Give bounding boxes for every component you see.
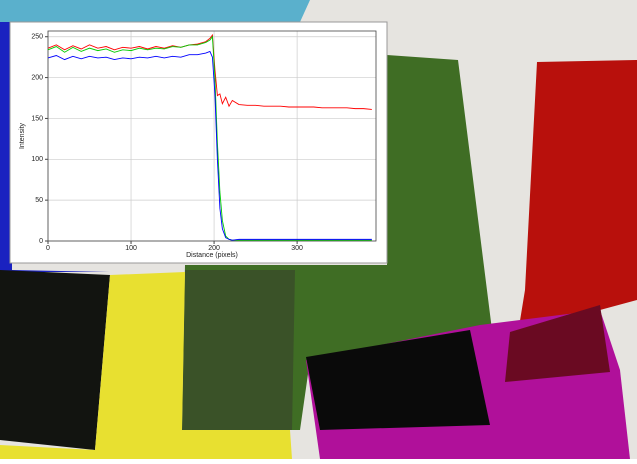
y-tick-label: 250 xyxy=(31,34,43,41)
page: Distance (pixels) Intensity 0 50 100 150 200… xyxy=(0,0,637,459)
y-tick-label: 200 xyxy=(31,74,43,81)
x-axis-label: Distance (pixels) xyxy=(186,252,238,259)
x-tick-label: 300 xyxy=(291,245,303,252)
black-sheet xyxy=(0,270,110,450)
blue-sheet xyxy=(0,0,310,22)
x-tick-label: 0 xyxy=(46,245,50,252)
y-tick-label: 150 xyxy=(31,115,43,122)
green-overlap xyxy=(182,270,295,430)
x-tick-label: 200 xyxy=(208,245,220,252)
scene: Distance (pixels) Intensity 0 50 100 150 200… xyxy=(0,0,637,459)
y-tick-label: 50 xyxy=(35,197,43,204)
plot-window xyxy=(10,22,387,263)
y-tick-label: 0 xyxy=(39,238,43,245)
y-axis-label: Intensity xyxy=(19,122,26,149)
x-tick-label: 100 xyxy=(125,245,137,252)
y-tick-label: 100 xyxy=(31,156,43,163)
